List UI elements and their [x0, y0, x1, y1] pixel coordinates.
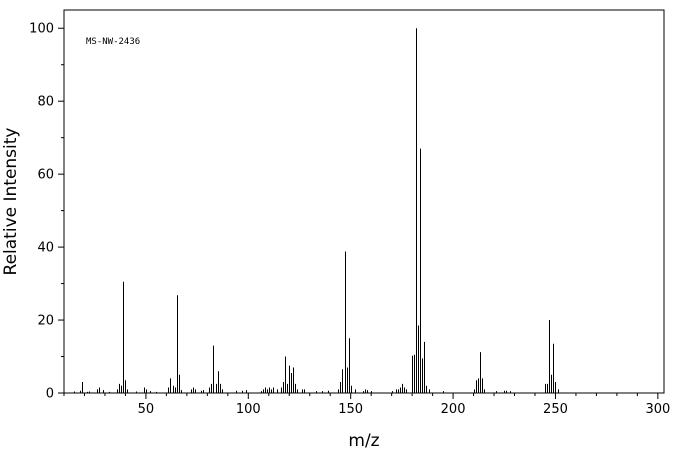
y-tick-label: 100 [29, 22, 54, 37]
x-axis-label: m/z [348, 431, 379, 451]
y-tick-label: 40 [37, 241, 54, 256]
y-axis-label: Relative Intensity [1, 128, 21, 276]
y-tick-label: 0 [46, 387, 54, 402]
y-tick-label: 60 [37, 168, 54, 183]
x-tick-label: 200 [441, 402, 466, 417]
x-tick-label: 250 [543, 402, 568, 417]
x-tick-label: 100 [236, 402, 261, 417]
spectrum-id-annotation: MS-NW-2436 [86, 37, 140, 47]
y-tick-label: 80 [37, 95, 54, 110]
y-axis: 0 20 40 60 80 100 [29, 22, 64, 402]
plot-frame [63, 9, 665, 394]
x-tick-label: 50 [138, 402, 155, 417]
x-tick-label: 150 [338, 402, 363, 417]
plot-border [63, 9, 665, 394]
x-tick-label: 300 [645, 402, 670, 417]
x-axis: 50 100 150 200 250 300 [63, 393, 670, 417]
y-tick-label: 20 [37, 314, 54, 329]
spectrum-peaks [74, 28, 559, 393]
